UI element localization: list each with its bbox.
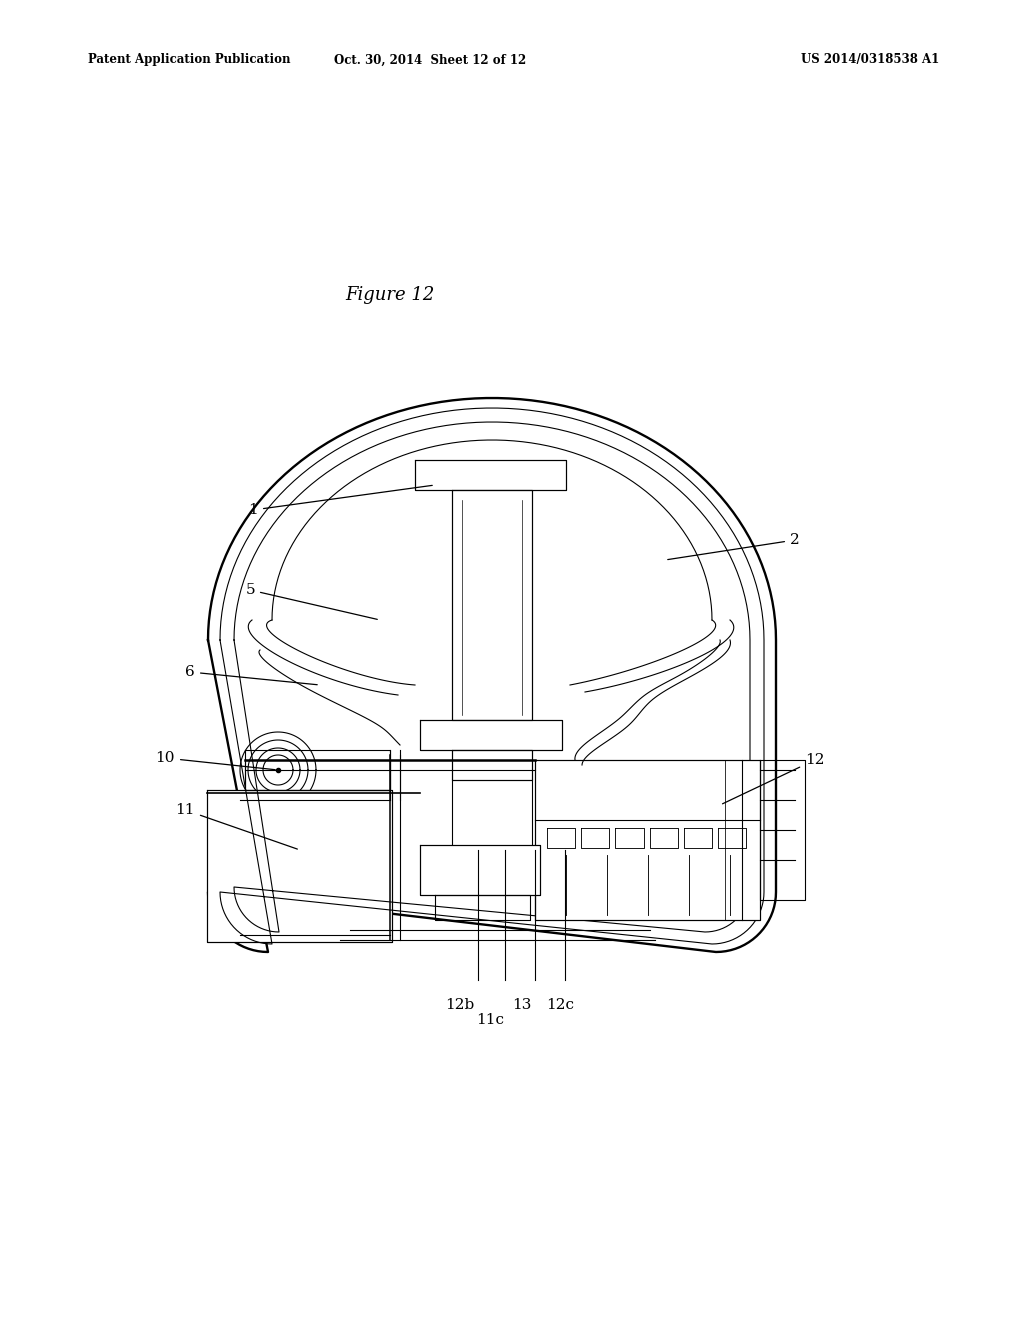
Polygon shape — [535, 760, 760, 920]
Text: 1: 1 — [248, 486, 432, 517]
Text: Patent Application Publication: Patent Application Publication — [88, 54, 291, 66]
Text: 2: 2 — [668, 533, 800, 560]
Polygon shape — [420, 719, 562, 750]
Polygon shape — [452, 750, 532, 780]
Polygon shape — [208, 399, 776, 952]
Text: 10: 10 — [156, 751, 275, 770]
Text: 11c: 11c — [476, 1012, 504, 1027]
Text: 11: 11 — [175, 803, 297, 849]
Text: Oct. 30, 2014  Sheet 12 of 12: Oct. 30, 2014 Sheet 12 of 12 — [334, 54, 526, 66]
Text: 5: 5 — [246, 583, 377, 619]
Text: 6: 6 — [185, 665, 317, 685]
Text: 12b: 12b — [445, 998, 475, 1012]
Text: 13: 13 — [512, 998, 531, 1012]
Polygon shape — [415, 459, 566, 490]
Polygon shape — [207, 789, 392, 942]
Text: 12: 12 — [723, 752, 824, 804]
Text: Figure 12: Figure 12 — [345, 286, 434, 304]
Text: 12c: 12c — [546, 998, 574, 1012]
Text: US 2014/0318538 A1: US 2014/0318538 A1 — [801, 54, 939, 66]
Polygon shape — [420, 845, 540, 895]
Polygon shape — [452, 490, 532, 719]
